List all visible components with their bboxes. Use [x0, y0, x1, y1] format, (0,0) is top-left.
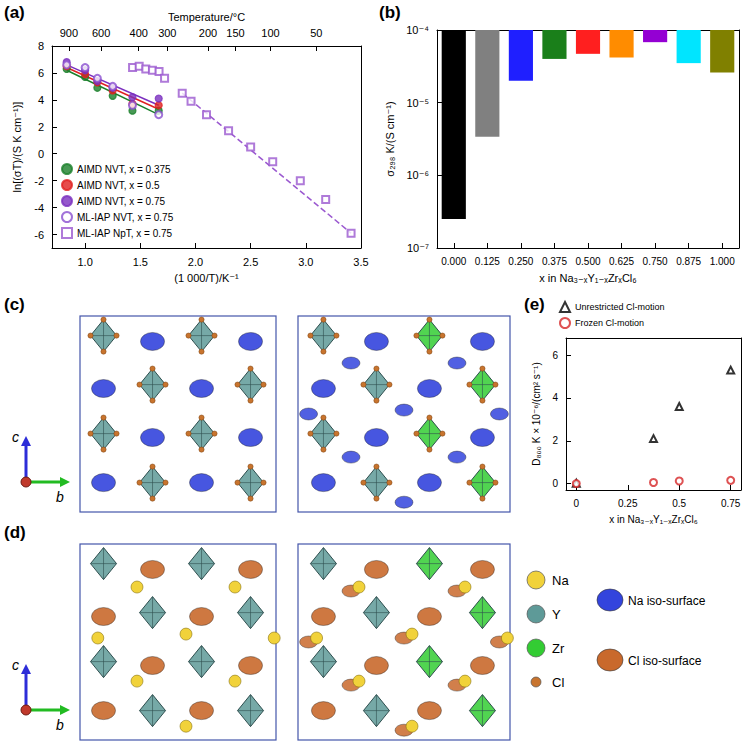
svg-text:10⁻⁴: 10⁻⁴: [406, 24, 429, 36]
svg-text:0.125: 0.125: [475, 256, 500, 267]
svg-text:10⁻⁷: 10⁻⁷: [407, 242, 429, 254]
svg-text:3.0: 3.0: [298, 256, 313, 268]
svg-text:0.875: 0.875: [676, 256, 701, 267]
svg-text:ln[(σT)/(S K cm⁻¹)]: ln[(σT)/(S K cm⁻¹)]: [11, 102, 23, 193]
svg-text:400: 400: [130, 27, 148, 39]
svg-text:600: 600: [92, 27, 110, 39]
svg-text:200: 200: [199, 27, 217, 39]
svg-text:2: 2: [38, 121, 44, 133]
svg-text:Zr: Zr: [552, 641, 565, 656]
svg-text:10⁻⁵: 10⁻⁵: [406, 97, 429, 109]
svg-text:0.625: 0.625: [609, 256, 634, 267]
svg-text:300: 300: [158, 27, 176, 39]
svg-text:Na: Na: [552, 573, 569, 588]
svg-text:-4: -4: [34, 202, 44, 214]
svg-text:(e): (e): [524, 295, 545, 314]
svg-text:0.000: 0.000: [441, 256, 466, 267]
svg-text:1.5: 1.5: [133, 256, 148, 268]
svg-text:0.25: 0.25: [618, 498, 638, 509]
svg-text:1.0: 1.0: [77, 256, 92, 268]
svg-text:0: 0: [552, 478, 558, 489]
svg-text:0.750: 0.750: [643, 256, 668, 267]
svg-text:x in Na₃₋ₓY₁₋ₓZrₓCl₆: x in Na₃₋ₓY₁₋ₓZrₓCl₆: [609, 514, 698, 525]
svg-text:AIMD NVT, x = 0.5: AIMD NVT, x = 0.5: [77, 180, 160, 191]
svg-text:2: 2: [552, 435, 558, 446]
svg-text:Temperature/°C: Temperature/°C: [168, 11, 245, 23]
svg-text:b: b: [56, 717, 64, 733]
svg-text:Frozen Cl-motion: Frozen Cl-motion: [575, 318, 644, 328]
svg-text:2.5: 2.5: [243, 256, 258, 268]
svg-text:0.500: 0.500: [575, 256, 600, 267]
svg-text:4: 4: [552, 392, 558, 403]
svg-text:-2: -2: [34, 175, 44, 187]
svg-text:σ₂₉₈ K/(S cm⁻¹): σ₂₉₈ K/(S cm⁻¹): [384, 101, 396, 176]
svg-text:6: 6: [38, 67, 44, 79]
svg-text:(d): (d): [4, 523, 26, 542]
svg-text:Cl: Cl: [552, 675, 564, 690]
svg-text:c: c: [12, 657, 19, 673]
svg-text:4: 4: [38, 94, 44, 106]
svg-text:0.250: 0.250: [508, 256, 533, 267]
svg-text:D₈₀₀ K × 10⁻⁶/(cm² s⁻¹): D₈₀₀ K × 10⁻⁶/(cm² s⁻¹): [531, 362, 542, 466]
svg-text:0.375: 0.375: [542, 256, 567, 267]
svg-text:150: 150: [226, 27, 244, 39]
svg-text:c: c: [12, 429, 19, 445]
svg-text:10⁻⁶: 10⁻⁶: [406, 169, 429, 181]
svg-text:Y: Y: [552, 607, 561, 622]
svg-text:(a): (a): [4, 3, 25, 22]
svg-text:AIMD NVT, x = 0.375: AIMD NVT, x = 0.375: [77, 164, 171, 175]
svg-text:50: 50: [310, 27, 322, 39]
svg-text:Na iso-surface: Na iso-surface: [628, 594, 706, 608]
svg-text:ML-IAP NpT, x = 0.75: ML-IAP NpT, x = 0.75: [77, 228, 173, 239]
svg-text:ML-IAP NVT, x = 0.75: ML-IAP NVT, x = 0.75: [77, 212, 174, 223]
svg-text:900: 900: [60, 27, 78, 39]
svg-text:(b): (b): [379, 3, 401, 22]
svg-text:Unrestricted Cl-motion: Unrestricted Cl-motion: [575, 302, 665, 312]
svg-text:1.000: 1.000: [710, 256, 735, 267]
svg-text:3.5: 3.5: [353, 256, 368, 268]
svg-text:(c): (c): [4, 295, 25, 314]
svg-text:8: 8: [38, 40, 44, 52]
svg-text:100: 100: [261, 27, 279, 39]
svg-text:0.5: 0.5: [672, 498, 686, 509]
svg-text:2.0: 2.0: [188, 256, 203, 268]
svg-text:-6: -6: [34, 229, 44, 241]
svg-text:0: 0: [574, 498, 580, 509]
svg-text:AIMD NVT, x = 0.75: AIMD NVT, x = 0.75: [77, 196, 166, 207]
svg-text:Cl iso-surface: Cl iso-surface: [628, 654, 702, 668]
svg-text:6: 6: [552, 350, 558, 361]
svg-text:0.75: 0.75: [721, 498, 741, 509]
svg-text:0: 0: [38, 148, 44, 160]
svg-text:(1 000/T)/K⁻¹: (1 000/T)/K⁻¹: [174, 272, 239, 284]
svg-text:b: b: [56, 489, 64, 505]
svg-text:x in Na₃₋ₓY₁₋ₓZrₓCl₆: x in Na₃₋ₓY₁₋ₓZrₓCl₆: [539, 272, 636, 284]
